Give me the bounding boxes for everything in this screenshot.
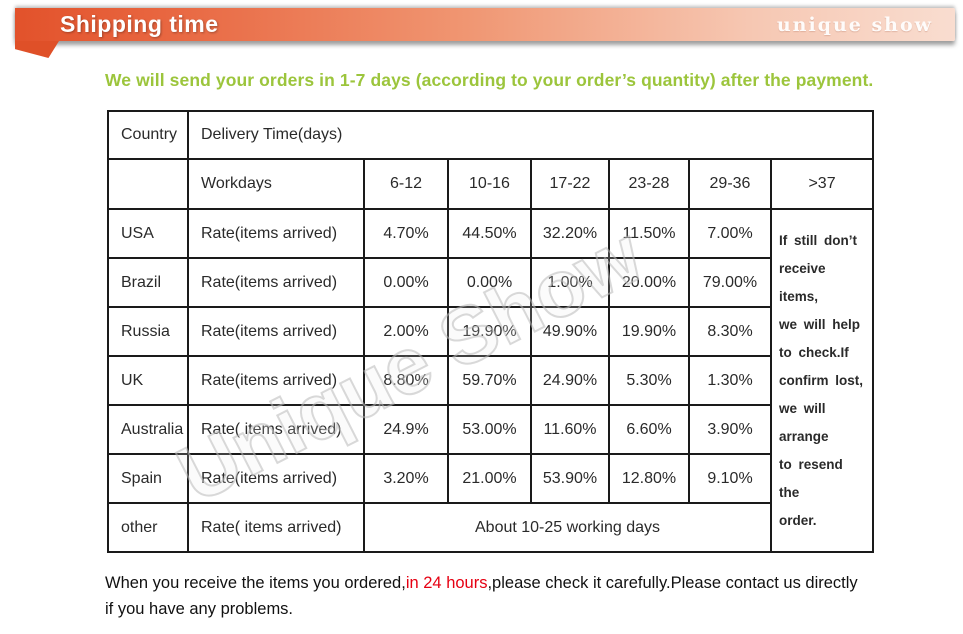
country-cell: USA: [107, 208, 189, 259]
rate-value-cell: 11.50%: [608, 208, 690, 259]
rate-label-cell: Rate(items arrived): [187, 208, 365, 259]
rate-label-cell: Rate(items arrived): [187, 306, 365, 357]
table-row-russia: Russia Rate(items arrived) 2.00% 19.90% …: [107, 306, 873, 357]
rate-value-cell: 20.00%: [608, 257, 690, 308]
about-days-cell: About 10-25 working days: [363, 502, 772, 553]
rate-value-cell: 4.70%: [363, 208, 449, 259]
shipping-table: Country Delivery Time(days) Workdays 6-1…: [107, 110, 875, 553]
rate-value-cell: 0.00%: [447, 257, 532, 308]
rate-value-cell: 1.30%: [688, 355, 772, 406]
footer-text-part2: ,please check it carefully.Please contac…: [487, 574, 858, 592]
rate-value-cell: 24.90%: [530, 355, 610, 406]
rate-value-cell: 19.90%: [447, 306, 532, 357]
intro-text: We will send your orders in 1-7 days (ac…: [105, 70, 874, 90]
rate-value-cell: 8.30%: [688, 306, 772, 357]
rate-value-cell: 3.20%: [363, 453, 449, 504]
rate-value-cell: 2.00%: [363, 306, 449, 357]
empty-cell: [107, 158, 189, 210]
rate-value-cell: 21.00%: [447, 453, 532, 504]
table-row-usa: USA Rate(items arrived) 4.70% 44.50% 32.…: [107, 208, 875, 553]
country-header-cell: Country: [107, 110, 189, 160]
table-row-other: other Rate( items arrived) About 10-25 w…: [107, 502, 873, 553]
rate-value-cell: 53.00%: [447, 404, 532, 455]
rate-value-cell: 59.70%: [447, 355, 532, 406]
range-header-cell: 6-12: [363, 158, 449, 210]
footer-note: When you receive the items you ordered,i…: [105, 571, 895, 622]
range-header-cell: 29-36: [688, 158, 772, 210]
banner-ribbon-fold: [15, 41, 59, 58]
table-row-spain: Spain Rate(items arrived) 3.20% 21.00% 5…: [107, 453, 873, 504]
header-banner: Shipping time unique show: [15, 8, 955, 41]
table-row-uk: UK Rate(items arrived) 8.80% 59.70% 24.9…: [107, 355, 873, 406]
country-cell: Australia: [107, 404, 189, 455]
rate-value-cell: 7.00%: [688, 208, 772, 259]
rate-label-cell: Rate( items arrived): [187, 502, 365, 553]
note-cell: If still don’t receive items, we will he…: [769, 208, 875, 553]
range-header-cell: 17-22: [530, 158, 610, 210]
table-row-australia: Australia Rate( items arrived) 24.9% 53.…: [107, 404, 873, 455]
rate-value-cell: 19.90%: [608, 306, 690, 357]
range-header-cell: >37: [769, 158, 875, 210]
rate-value-cell: 32.20%: [530, 208, 610, 259]
country-cell: other: [107, 502, 189, 553]
table-row-header: Country Delivery Time(days): [107, 110, 875, 160]
table-row-workdays: Workdays 6-12 10-16 17-22 23-28 29-36 >3…: [107, 158, 875, 210]
rate-value-cell: 5.30%: [608, 355, 690, 406]
delivery-time-header-cell: Delivery Time(days): [186, 110, 875, 160]
rate-value-cell: 8.80%: [363, 355, 449, 406]
country-cell: UK: [107, 355, 189, 406]
table-row-brazil: Brazil Rate(items arrived) 0.00% 0.00% 1…: [107, 257, 873, 308]
rate-value-cell: 53.90%: [530, 453, 610, 504]
rate-value-cell: 11.60%: [530, 404, 610, 455]
rate-value-cell: 3.90%: [688, 404, 772, 455]
country-cell: Russia: [107, 306, 189, 357]
rate-value-cell: 6.60%: [608, 404, 690, 455]
rate-label-cell: Rate(items arrived): [187, 257, 365, 308]
banner-title: Shipping time: [60, 11, 219, 37]
footer-text-part3: if you have any problems.: [105, 599, 294, 618]
rate-value-cell: 44.50%: [447, 208, 532, 259]
rate-value-cell: 24.9%: [363, 404, 449, 455]
rate-value-cell: 1.00%: [530, 257, 610, 308]
rate-label-cell: Rate(items arrived): [187, 453, 365, 504]
rate-value-cell: 0.00%: [363, 257, 449, 308]
rate-value-cell: 79.00%: [688, 257, 772, 308]
country-cell: Spain: [107, 453, 189, 504]
brand-label: unique show: [776, 14, 933, 36]
rate-value-cell: 49.90%: [530, 306, 610, 357]
range-header-cell: 23-28: [608, 158, 690, 210]
rate-value-cell: 9.10%: [688, 453, 772, 504]
range-header-cell: 10-16: [447, 158, 532, 210]
workdays-label-cell: Workdays: [187, 158, 365, 210]
rate-value-cell: 12.80%: [608, 453, 690, 504]
rate-label-cell: Rate(items arrived): [187, 355, 365, 406]
rate-label-cell: Rate( items arrived): [187, 404, 365, 455]
country-cell: Brazil: [107, 257, 189, 308]
footer-text-part1: When you receive the items you ordered,: [105, 574, 406, 592]
footer-highlight: in 24 hours: [405, 574, 488, 592]
